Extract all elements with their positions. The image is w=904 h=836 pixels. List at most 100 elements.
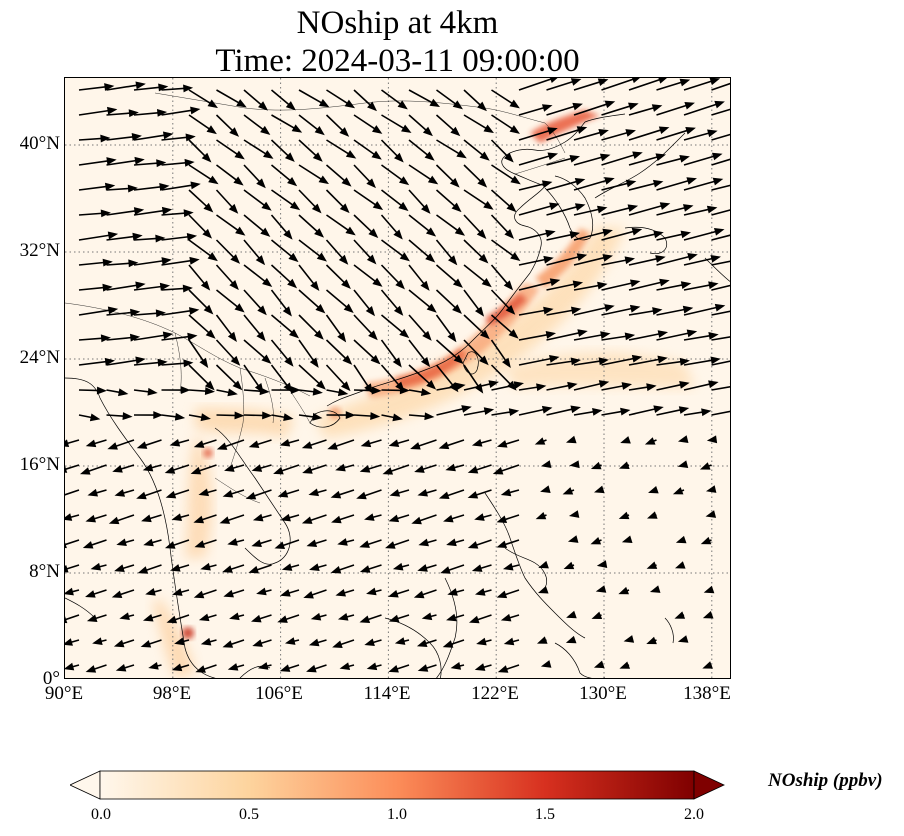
wind-arrow-head xyxy=(708,380,719,389)
wind-arrow-head xyxy=(385,541,396,549)
wind-arrow-head xyxy=(483,124,494,134)
wind-arrow xyxy=(106,187,132,191)
wind-arrow-head xyxy=(477,177,488,188)
wind-arrow-head xyxy=(308,488,319,497)
wind-arrow xyxy=(711,234,730,241)
wind-arrow-head xyxy=(604,100,616,109)
wind-arrow-head xyxy=(368,228,379,239)
wind-arrow-head xyxy=(145,588,156,596)
wind-arrow xyxy=(380,139,400,159)
wind-arrow-head xyxy=(707,129,718,138)
wind-arrow-head xyxy=(318,98,330,108)
wind-arrow xyxy=(133,361,162,366)
wind-arrow xyxy=(271,114,298,131)
wind-arrow-head xyxy=(314,126,325,136)
wind-arrow-head xyxy=(251,539,262,548)
wind-arrow xyxy=(78,185,110,191)
wind-arrow-head xyxy=(204,380,215,391)
wind-arrow-head xyxy=(658,78,667,84)
wind-arrow xyxy=(683,283,713,291)
wind-arrow-head xyxy=(135,356,146,365)
wind-arrow-head xyxy=(679,357,690,366)
wind-arrow-head xyxy=(502,357,511,369)
wind-arrow xyxy=(490,139,510,159)
wind-arrow xyxy=(491,114,516,131)
wind-arrow-head xyxy=(82,541,94,549)
wind-arrow-head xyxy=(540,460,552,468)
wind-arrow xyxy=(601,307,635,316)
wind-arrow xyxy=(683,257,715,266)
wind-arrow-head xyxy=(471,564,483,572)
wind-arrow-head xyxy=(570,306,582,315)
wind-arrow xyxy=(463,214,483,235)
wind-arrow-head xyxy=(133,207,145,215)
wind-arrow-head xyxy=(448,255,458,266)
wind-arrow-head xyxy=(219,516,231,524)
wind-arrow xyxy=(215,189,235,210)
wind-arrow-head xyxy=(282,306,292,317)
wind-arrow-head xyxy=(500,488,512,497)
wind-arrow xyxy=(216,139,241,157)
wind-arrow-head xyxy=(422,330,432,341)
wind-arrow-head xyxy=(205,329,216,339)
wind-arrow xyxy=(298,289,322,310)
wind-arrow xyxy=(408,339,427,363)
wind-arrow-head xyxy=(566,610,577,619)
wind-arrow xyxy=(628,182,658,191)
wind-arrow-head xyxy=(549,354,560,363)
wind-arrow xyxy=(106,336,134,341)
wind-arrow-head xyxy=(345,150,357,159)
wind-arrow-head xyxy=(147,387,158,396)
wind-arrow xyxy=(463,409,489,416)
wind-arrow xyxy=(188,289,210,311)
wind-arrow xyxy=(188,189,210,209)
wind-arrow xyxy=(215,364,239,387)
wind-arrow-head xyxy=(172,588,183,596)
wind-arrow xyxy=(436,407,466,416)
wind-arrow-head xyxy=(199,357,209,369)
wind-arrow xyxy=(353,314,375,337)
wind-arrow xyxy=(271,189,296,208)
wind-arrow-head xyxy=(85,514,97,523)
wind-arrow xyxy=(711,209,730,216)
wind-arrow xyxy=(353,164,373,185)
wind-arrow-head xyxy=(87,488,99,497)
wind-arrow-head xyxy=(261,201,272,211)
wind-arrow-head xyxy=(572,102,583,111)
wind-arrow-head xyxy=(604,177,615,185)
wind-arrow xyxy=(188,164,214,182)
wind-arrow xyxy=(711,260,730,266)
wind-arrow-head xyxy=(234,411,245,420)
wind-arrow xyxy=(546,128,582,141)
wind-arrow xyxy=(498,464,520,473)
wind-arrow-head xyxy=(625,129,636,137)
wind-arrow-head xyxy=(284,152,295,163)
wind-arrow xyxy=(270,214,290,236)
wind-arrow xyxy=(298,339,316,364)
wind-arrow-head xyxy=(651,104,663,112)
wind-arrow-head xyxy=(545,331,557,339)
wind-arrow xyxy=(490,289,512,311)
wind-arrow xyxy=(683,382,713,391)
wind-arrow-head xyxy=(183,209,194,218)
wind-arrow-head xyxy=(335,588,346,597)
wind-arrow xyxy=(216,414,239,417)
wind-arrow-head xyxy=(475,306,485,317)
wind-arrow-head xyxy=(674,611,686,619)
wind-arrow xyxy=(491,164,516,182)
wind-arrow-head xyxy=(536,383,547,392)
wind-arrow xyxy=(408,189,427,210)
wind-arrow-head xyxy=(632,151,643,160)
x-tick-label: 106°E xyxy=(255,683,303,704)
wind-arrow xyxy=(656,157,684,166)
wind-arrow xyxy=(711,108,730,116)
wind-arrow-head xyxy=(308,638,320,647)
wind-arrow xyxy=(573,102,610,116)
wind-arrow xyxy=(463,239,485,260)
wind-arrow-head xyxy=(344,99,356,109)
wind-arrow-head xyxy=(359,540,370,548)
wind-arrow-head xyxy=(602,228,613,237)
wind-arrow-head xyxy=(248,565,259,574)
wind-arrow-head xyxy=(315,303,326,314)
wind-arrow-head xyxy=(283,229,293,240)
